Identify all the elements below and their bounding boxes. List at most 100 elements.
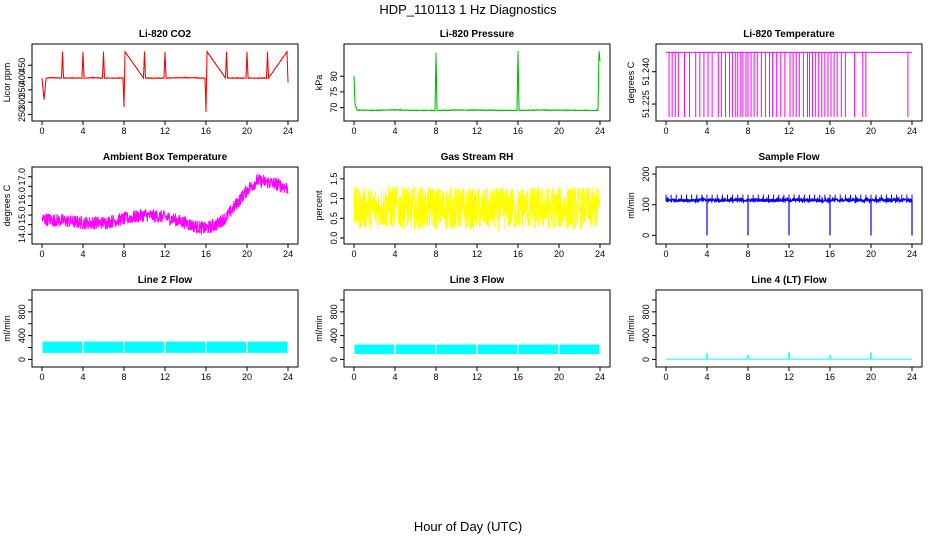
x-tick-label: 20 bbox=[866, 126, 876, 136]
series-band-segment bbox=[165, 341, 206, 353]
x-tick-label: 16 bbox=[201, 372, 211, 382]
plot-area bbox=[353, 51, 601, 112]
series-line bbox=[41, 50, 289, 113]
chart-title: Sample Flow bbox=[758, 152, 819, 163]
y-tick-label: 0.0 bbox=[329, 232, 339, 245]
x-tick-label: 24 bbox=[907, 126, 917, 136]
chart-title: Gas Stream RH bbox=[441, 152, 514, 163]
series-band bbox=[41, 172, 289, 235]
figure-title: HDP_110113 1 Hz Diagnostics bbox=[379, 2, 557, 17]
x-tick-label: 20 bbox=[242, 372, 252, 382]
y-axis-label: degrees C bbox=[2, 184, 12, 226]
y-tick-label: 100 bbox=[641, 197, 651, 212]
x-tick-label: 16 bbox=[201, 126, 211, 136]
series-band-segment bbox=[559, 344, 600, 355]
y-tick-label: 300 bbox=[17, 95, 27, 110]
x-tick-label: 20 bbox=[554, 126, 564, 136]
chart-title: Li-820 Pressure bbox=[440, 29, 515, 40]
x-tick-label: 16 bbox=[201, 249, 211, 259]
x-tick-label: 16 bbox=[513, 249, 523, 259]
series-noise bbox=[41, 50, 289, 107]
y-axis-label: Licor ppm bbox=[2, 63, 12, 103]
x-tick-label: 24 bbox=[595, 126, 605, 136]
figure-xlabel: Hour of Day (UTC) bbox=[414, 519, 522, 534]
x-tick-label: 24 bbox=[907, 372, 917, 382]
x-tick-label: 20 bbox=[242, 249, 252, 259]
y-tick-label: 200 bbox=[641, 167, 651, 182]
chart-panel-3: Li-820 Temperature degrees C 0 4 8 12 16 20 24 51… bbox=[626, 29, 923, 136]
x-tick-label: 24 bbox=[907, 249, 917, 259]
series-band-segment bbox=[247, 341, 288, 353]
y-tick-label: 0.5 bbox=[329, 212, 339, 225]
chart-title: Line 2 Flow bbox=[138, 275, 193, 286]
x-tick-label: 0 bbox=[663, 372, 668, 382]
plot-frame bbox=[31, 289, 299, 368]
x-tick-label: 8 bbox=[433, 126, 438, 136]
series-band-segment bbox=[354, 344, 395, 355]
chart-panel-6: Sample Flow ml/min 0 4 8 12 16 20 24 0 100 200 bbox=[626, 152, 923, 259]
plot-area bbox=[42, 341, 288, 353]
y-tick-label: 0 bbox=[641, 233, 651, 238]
x-tick-label: 0 bbox=[663, 126, 668, 136]
chart-title: Line 3 Flow bbox=[450, 275, 505, 286]
plot-area bbox=[666, 51, 912, 117]
x-tick-label: 4 bbox=[704, 249, 709, 259]
y-axis-label: ml/min bbox=[626, 315, 636, 342]
x-tick-label: 16 bbox=[825, 249, 835, 259]
x-tick-label: 4 bbox=[392, 372, 397, 382]
x-tick-label: 4 bbox=[704, 126, 709, 136]
x-tick-label: 24 bbox=[595, 372, 605, 382]
y-tick-label: 400 bbox=[17, 328, 27, 343]
x-tick-label: 4 bbox=[80, 249, 85, 259]
x-tick-label: 20 bbox=[866, 372, 876, 382]
chart-title: Line 4 (LT) Flow bbox=[751, 275, 827, 286]
x-tick-label: 20 bbox=[866, 249, 876, 259]
y-tick-label: 14.0 bbox=[17, 225, 27, 243]
x-tick-label: 12 bbox=[160, 249, 170, 259]
x-tick-label: 24 bbox=[283, 372, 293, 382]
x-tick-label: 16 bbox=[513, 126, 523, 136]
y-tick-label: 15.0 bbox=[17, 206, 27, 224]
y-tick-label: 800 bbox=[329, 304, 339, 319]
x-tick-label: 8 bbox=[121, 372, 126, 382]
y-axis-label: ml/min bbox=[2, 315, 12, 342]
x-tick-label: 24 bbox=[283, 249, 293, 259]
y-tick-label: 0 bbox=[17, 357, 27, 362]
plot-area bbox=[666, 352, 912, 360]
y-axis-label: degrees C bbox=[626, 61, 636, 103]
chart-panel-9: Line 4 (LT) Flow ml/min 0 4 8 12 16 20 24 0 400 800 bbox=[626, 275, 923, 382]
chart-panel-4: Ambient Box Temperature degrees C 0 4 8 12 16 2… bbox=[2, 152, 299, 259]
series-band-segment bbox=[206, 341, 247, 353]
chart-panel-7: Line 2 Flow ml/min 0 4 8 12 16 20 24 0 400 800 bbox=[2, 275, 299, 382]
x-tick-label: 20 bbox=[242, 126, 252, 136]
series-band-segment bbox=[124, 341, 165, 353]
x-tick-label: 8 bbox=[745, 126, 750, 136]
x-tick-label: 8 bbox=[433, 249, 438, 259]
series-band bbox=[353, 185, 601, 231]
x-tick-label: 0 bbox=[39, 249, 44, 259]
chart-title: Ambient Box Temperature bbox=[103, 152, 228, 163]
series-noise bbox=[353, 51, 601, 112]
x-tick-label: 12 bbox=[472, 372, 482, 382]
x-tick-label: 4 bbox=[80, 126, 85, 136]
x-tick-label: 8 bbox=[121, 126, 126, 136]
y-tick-label: 400 bbox=[329, 328, 339, 343]
x-tick-label: 4 bbox=[704, 372, 709, 382]
y-tick-label: 1.5 bbox=[329, 173, 339, 186]
x-tick-label: 24 bbox=[595, 249, 605, 259]
plot-frame bbox=[343, 43, 611, 122]
x-tick-label: 24 bbox=[283, 126, 293, 136]
x-tick-label: 0 bbox=[351, 249, 356, 259]
y-tick-label: 450 bbox=[17, 58, 27, 73]
x-tick-label: 16 bbox=[513, 372, 523, 382]
series-band-segment bbox=[42, 341, 83, 353]
x-tick-label: 0 bbox=[39, 126, 44, 136]
y-tick-label: 80 bbox=[329, 71, 339, 81]
x-tick-label: 4 bbox=[392, 249, 397, 259]
y-tick-label: 800 bbox=[641, 304, 651, 319]
series-band-segment bbox=[477, 344, 518, 355]
y-tick-label: 51.240 bbox=[641, 58, 651, 86]
